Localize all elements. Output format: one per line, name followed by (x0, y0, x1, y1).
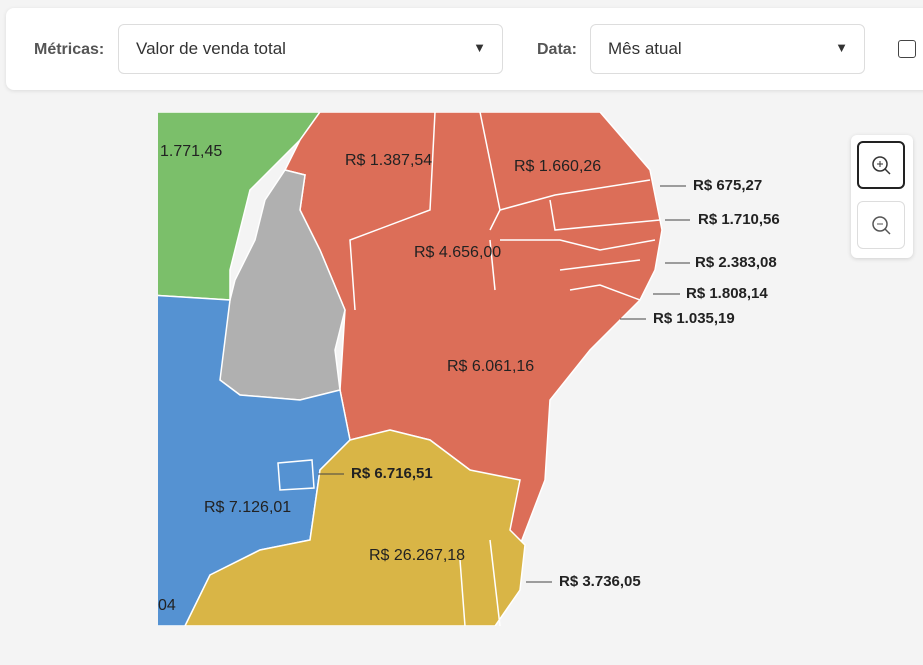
date-select[interactable]: Mês atual ▼ (590, 24, 865, 74)
date-value: Mês atual (608, 39, 682, 58)
region-label: 1.771,45 (160, 143, 222, 160)
dropdown-arrow: ▼ (835, 40, 848, 55)
region-label: R$ 1.710,56 (698, 211, 780, 228)
region-label: R$ 6.716,51 (351, 465, 433, 482)
region-label: R$ 6.061,16 (447, 358, 534, 375)
region-label: R$ 1.035,19 (653, 310, 735, 327)
metric-value: Valor de venda total (136, 39, 286, 58)
zoom-out[interactable] (857, 201, 905, 249)
region[interactable] (184, 429, 526, 626)
region-label: R$ 26.267,18 (369, 547, 465, 564)
zoom-out-icon (872, 216, 891, 235)
zoom-in[interactable] (857, 141, 905, 189)
checkbox[interactable] (898, 40, 916, 58)
region-label: R$ 1.660,26 (514, 158, 601, 175)
zoom-in-icon (872, 156, 891, 175)
region-label: R$ 1.808,14 (686, 285, 768, 302)
region-label: 04 (158, 597, 176, 614)
dropdown-arrow: ▼ (473, 40, 486, 55)
region-label: R$ 7.126,01 (204, 499, 291, 516)
map: 1.771,45 R$ 1.387,54 R$ 1.660,26 R$ 675,27 R… (158, 112, 780, 626)
region-label: R$ 1.387,54 (345, 152, 432, 169)
zoom-controls (851, 135, 913, 258)
region-label: R$ 3.736,05 (559, 573, 641, 590)
region[interactable] (277, 459, 315, 491)
date-label: Data: (537, 41, 578, 58)
metric-select[interactable]: Valor de venda total ▼ (118, 24, 503, 74)
region-label: R$ 675,27 (693, 177, 762, 194)
region-label: R$ 4.656,00 (414, 244, 501, 261)
metric-label: Métricas: (34, 41, 105, 58)
region-label: R$ 2.383,08 (695, 254, 777, 271)
